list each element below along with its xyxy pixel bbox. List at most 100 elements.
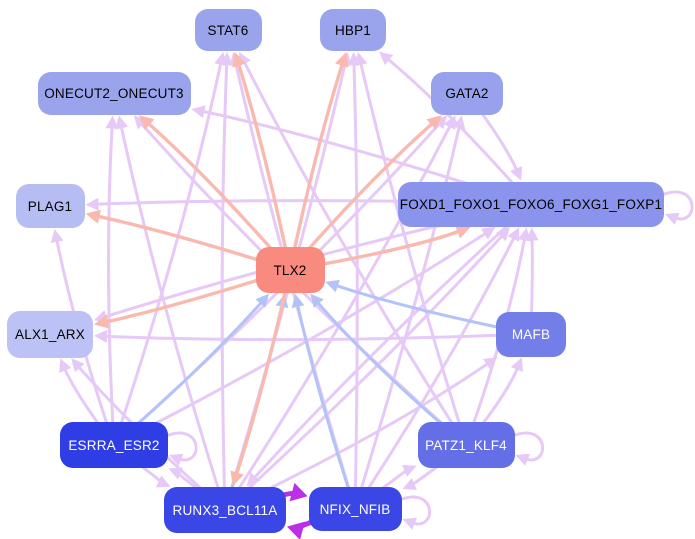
arrowhead-icon [220, 52, 234, 66]
edge-line [236, 60, 292, 271]
arrowhead-icon [510, 357, 523, 372]
self-loop-foxd1 [661, 190, 694, 225]
node-hbp1[interactable]: HBP1 [320, 9, 386, 51]
edge-line [223, 232, 505, 512]
arrowhead-icon [232, 52, 246, 68]
node-onecut[interactable]: ONECUT2_ONECUT3 [37, 71, 191, 115]
arrowhead-icon [510, 166, 523, 181]
node-label: STAT6 [207, 22, 249, 38]
arrowhead-icon [496, 227, 510, 242]
arrowhead-icon [191, 105, 206, 119]
edge-line [103, 332, 532, 342]
arrowhead-icon [515, 453, 530, 466]
edge-line [398, 495, 432, 526]
arrowhead-icon [246, 472, 261, 487]
edge-mafb-alx1 [94, 329, 532, 343]
edge-line [352, 61, 359, 510]
node-esrra[interactable]: ESRRA_ESR2 [60, 422, 168, 468]
node-label: NFIX_NFIB [319, 501, 391, 517]
arrowhead-icon [379, 51, 394, 65]
edge-runx3-stat6 [220, 52, 234, 511]
edge-esrra-foxd1 [113, 227, 496, 447]
node-label: ESRRA_ESR2 [68, 437, 160, 453]
node-label: GATA2 [445, 85, 489, 101]
edge-line [107, 124, 116, 446]
arrowhead-icon [354, 52, 368, 67]
arrowhead-icon [156, 475, 171, 488]
arrowhead-icon [452, 115, 466, 130]
edge-line [251, 202, 533, 481]
node-nfix[interactable]: NFIX_NFIB [308, 487, 402, 531]
node-mafb[interactable]: MAFB [496, 311, 566, 357]
edge-nfix-gata2 [353, 115, 466, 510]
arrowhead-icon [426, 115, 442, 130]
arrowhead-icon [525, 227, 539, 241]
edge-esrra-onecut [105, 115, 119, 446]
edge-tlx2-stat6 [232, 52, 292, 271]
node-stat6[interactable]: STAT6 [194, 9, 262, 51]
node-foxd1[interactable]: FOXD1_FOXO1_FOXO6_FOXG1_FOXP1 [398, 181, 664, 227]
edge-line [113, 230, 489, 447]
edge-line [295, 302, 357, 510]
edge-line [220, 61, 229, 511]
node-label: TLX2 [273, 262, 307, 278]
edge-line [223, 122, 453, 511]
arrowhead-icon [139, 115, 155, 130]
arrowhead-icon [85, 197, 99, 211]
edge-tlx2-hbp1 [288, 52, 349, 271]
edge-line [511, 431, 545, 462]
self-loop-patz1 [511, 431, 545, 466]
node-plag1[interactable]: PLAG1 [15, 184, 85, 228]
node-runx3[interactable]: RUNX3_BCL11A [164, 487, 286, 533]
edge-line [661, 190, 694, 221]
edge-line [288, 60, 345, 271]
arrowhead-icon [507, 227, 520, 242]
arrowhead-icon [105, 115, 119, 129]
arrowhead-icon [94, 329, 108, 343]
arrowhead-icon [59, 358, 72, 373]
edge-runx3-onecut [115, 115, 227, 511]
arrowhead-icon [433, 115, 448, 130]
arrowhead-icon [287, 521, 305, 539]
arrowhead-icon [230, 470, 244, 486]
arrowhead-icon [50, 229, 64, 243]
node-patz1[interactable]: PATZ1_KLF4 [417, 422, 515, 468]
arrowhead-icon [291, 294, 305, 309]
self-loop-esrra [165, 431, 198, 466]
node-label: MAFB [511, 326, 551, 342]
edge-line [165, 431, 198, 462]
edge-runx3-foxd1 [223, 227, 510, 512]
edge-foxd1-runx3 [246, 202, 533, 487]
arrowhead-icon [665, 212, 680, 225]
edge-line [119, 124, 227, 511]
arrowhead-icon [115, 115, 128, 130]
node-label: RUNX3_BCL11A [172, 502, 278, 518]
arrowhead-icon [480, 227, 496, 240]
node-label: ONECUT2_ONECUT3 [44, 85, 184, 101]
arrowhead-icon [325, 279, 340, 293]
arrowhead-icon [255, 293, 269, 308]
arrowhead-icon [169, 453, 184, 466]
node-label: HBP1 [334, 22, 372, 38]
edge-line [353, 123, 462, 510]
node-label: PLAG1 [27, 198, 73, 214]
edge-tlx2-runx3 [230, 269, 292, 486]
node-label: FOXD1_FOXO1_FOXO6_FOXG1_FOXP1 [399, 196, 663, 212]
node-gata2[interactable]: GATA2 [431, 71, 503, 115]
arrowhead-icon [289, 482, 308, 502]
node-label: PATZ1_KLF4 [425, 437, 507, 453]
arrowhead-icon [94, 314, 110, 329]
arrowhead-icon [85, 209, 101, 224]
edge-line [112, 60, 223, 446]
self-loop-nfix [398, 495, 432, 530]
arrowhead-icon [402, 517, 417, 530]
arrowhead-icon [402, 478, 417, 490]
arrowhead-icon [335, 52, 349, 68]
arrowhead-icon [133, 115, 148, 130]
edge-line [234, 269, 292, 478]
node-alx1[interactable]: ALX1_ARX [7, 310, 93, 358]
node-tlx2[interactable]: TLX2 [255, 247, 325, 293]
arrowhead-icon [402, 464, 417, 477]
arrowhead-icon [71, 358, 85, 373]
